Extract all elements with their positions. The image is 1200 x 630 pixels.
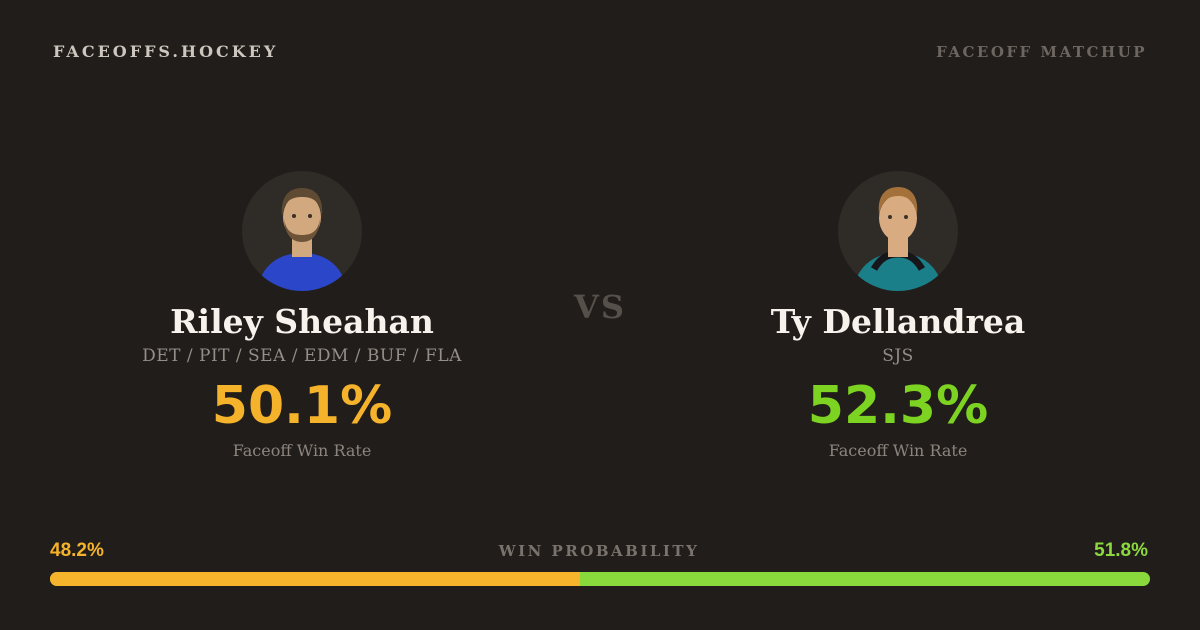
win-probability-label: WIN PROBABILITY [498,542,700,560]
win-probability-row: 48.2% WIN PROBABILITY 51.8% [50,540,1148,564]
faceoff-win-rate-value: 50.1% [211,375,393,436]
win-probability-right-value: 51.8% [1094,540,1148,561]
player-teams: SJS [882,345,914,366]
vs-label: VS [574,288,626,326]
eye-left [888,215,892,219]
eye-left [292,214,296,218]
hair-shape [281,188,323,217]
beard-shape [284,219,320,242]
face-shape [879,195,917,241]
player-card-right: Ty Dellandrea SJS 52.3% Faceoff Win Rate [678,171,1118,460]
win-probability-bar-left-segment [50,572,581,586]
hair-shape [878,187,918,214]
faceoff-win-rate-label: Faceoff Win Rate [232,440,372,460]
jersey-shape [256,253,348,291]
page-label: FACEOFF MATCHUP [936,43,1147,61]
player-avatar-right [838,171,958,291]
eye-right [904,215,908,219]
brand-logo[interactable]: FACEOFFS.HOCKEY [53,42,279,61]
win-probability-bar [50,572,1150,586]
face-shape [283,194,321,240]
player-name[interactable]: Ty Dellandrea [770,302,1026,341]
player-card-left: Riley Sheahan DET / PIT / SEA / EDM / BU… [82,171,522,460]
win-probability-left-value: 48.2% [50,540,104,561]
player-name[interactable]: Riley Sheahan [170,302,434,341]
player-teams: DET / PIT / SEA / EDM / BUF / FLA [142,345,462,366]
player-avatar-left [242,171,362,291]
faceoff-win-rate-label: Faceoff Win Rate [828,440,968,460]
faceoff-win-rate-value: 52.3% [807,375,989,436]
eye-right [308,214,312,218]
